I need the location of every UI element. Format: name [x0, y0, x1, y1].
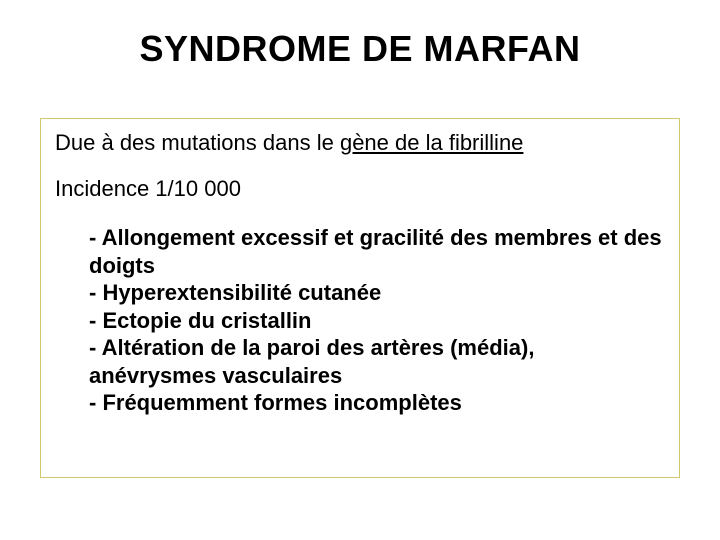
list-item: - Ectopie du cristallin: [89, 307, 665, 335]
slide-title: SYNDROME DE MARFAN: [0, 28, 720, 70]
list-item: - Allongement excessif et gracilité des …: [89, 224, 665, 279]
list-item: - Hyperextensibilité cutanée: [89, 279, 665, 307]
bullet-list: - Allongement excessif et gracilité des …: [89, 224, 665, 417]
content-box: Due à des mutations dans le gène de la f…: [40, 118, 680, 478]
intro-underlined: gène de la fibrilline: [340, 130, 523, 155]
intro-line: Due à des mutations dans le gène de la f…: [55, 129, 665, 157]
intro-prefix: Due à des mutations dans le: [55, 130, 340, 155]
list-item: - Altération de la paroi des artères (mé…: [89, 334, 665, 389]
incidence-line: Incidence 1/10 000: [55, 175, 665, 203]
slide: SYNDROME DE MARFAN Due à des mutations d…: [0, 0, 720, 540]
list-item: - Fréquemment formes incomplètes: [89, 389, 665, 417]
